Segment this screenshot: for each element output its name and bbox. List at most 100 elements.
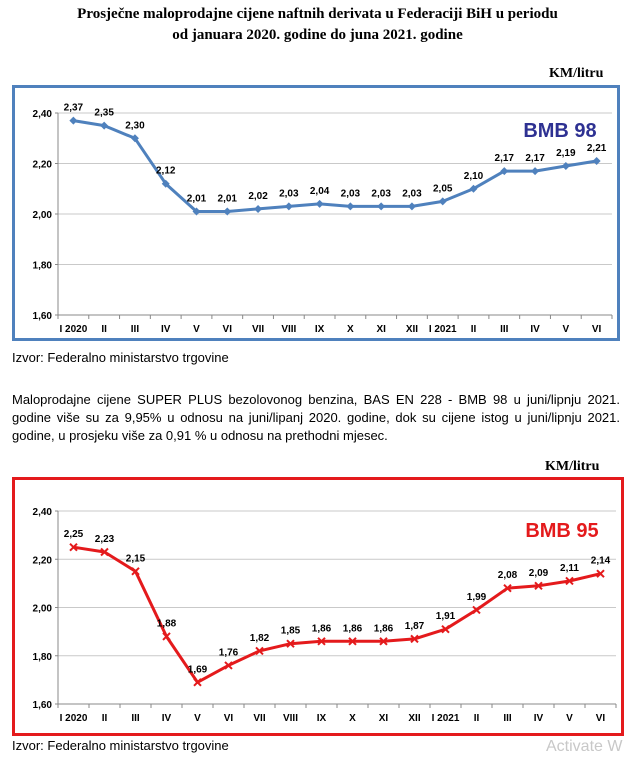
chart-bmb98: 1,60 1,80 2,00 2,20 2,40 I 2020 II III IV V VI VII V…: [12, 85, 620, 341]
chart1-unit-label: KM/litru: [549, 66, 604, 81]
chart1-ytick-label: 2,00: [33, 210, 53, 221]
chart1-xtick-label: VI: [223, 324, 233, 335]
chart2-frame: [12, 477, 624, 736]
chart1-data-point: [500, 167, 509, 176]
chart1-data-label: 2,04: [310, 186, 330, 197]
chart2-data-label: 1,69: [188, 664, 208, 675]
chart1-data-label: 2,35: [94, 108, 114, 119]
chart1-data-point: [315, 199, 324, 208]
chart2-data-point: [348, 637, 357, 646]
chart2-data-label: 2,08: [498, 570, 518, 581]
chart2-xtick-label: IV: [534, 713, 544, 724]
chart2-xtick-label: VI: [596, 713, 606, 724]
chart2-ytick-label: 2,20: [33, 555, 53, 566]
chart2-data-label: 2,11: [560, 563, 579, 574]
chart2-data-label: 1,86: [312, 623, 332, 634]
chart1-data-label: 2,17: [495, 153, 515, 164]
chart2-data-point: [565, 576, 574, 586]
chart1-data-label: 2,01: [187, 193, 207, 204]
chart1-xtick-label: X: [347, 324, 354, 335]
chart2-data-label: 2,09: [529, 568, 549, 579]
chart1-data-label: 2,03: [341, 188, 361, 199]
chart1-xtick-label: II: [101, 324, 107, 335]
chart1-ytick-label: 1,80: [33, 261, 53, 272]
chart1-data-point: [192, 207, 201, 216]
chart1-data-label: 2,03: [371, 188, 391, 199]
chart2-xtick-label: I 2021: [432, 713, 460, 724]
chart1-data-label: 2,21: [587, 143, 607, 154]
chart2-data-point: [255, 646, 264, 656]
chart1-data-label: 2,01: [218, 193, 238, 204]
chart2-data-label: 1,86: [374, 623, 394, 634]
chart1-xtick-label: V: [562, 324, 569, 335]
chart1-data-label: 2,05: [433, 183, 453, 194]
chart2-data-point: [596, 569, 605, 578]
chart2-data-point: [131, 567, 140, 576]
chart2-ytick-label: 2,40: [33, 507, 53, 518]
chart1-data-point: [407, 202, 416, 211]
title-line-2: od januara 2020. godine do juna 2021. go…: [172, 27, 463, 43]
chart2-data-label: 1,88: [157, 618, 177, 629]
chart1-xtick-label: VII: [252, 324, 264, 335]
chart1-data-point: [69, 116, 78, 125]
chart1-series-title: BMB 98: [523, 120, 596, 142]
chart1-data-point: [561, 162, 570, 171]
chart2-data-point: [286, 639, 295, 648]
chart1-data-label: 2,30: [125, 120, 145, 131]
chart2-data-point: [472, 605, 481, 615]
chart2-xtick-label: IV: [162, 713, 172, 724]
chart2-xtick-label: III: [131, 713, 140, 724]
chart2-data-label: 1,87: [405, 621, 425, 632]
chart1-data-point: [438, 197, 447, 206]
description-paragraph: Maloprodajne cijene SUPER PLUS bezolovon…: [12, 392, 620, 443]
chart1-data-label: 2,02: [248, 191, 268, 202]
chart1-data-point: [130, 134, 139, 143]
chart1-data-point: [592, 156, 601, 165]
chart2-xtick-label: I 2020: [60, 713, 88, 724]
chart1-xtick-label: VIII: [281, 324, 296, 335]
chart1-data-point: [377, 202, 386, 211]
chart-bmb95: 1,60 1,80 2,00 2,20 2,40 I 2020 II III IV V VI VII V…: [12, 477, 624, 736]
chart2-xtick-label: VIII: [283, 713, 298, 724]
chart2-xtick-label: II: [474, 713, 480, 724]
activation-watermark: Activate W: [546, 738, 623, 755]
chart1-xtick-label: IV: [530, 324, 540, 335]
chart2-data-point: [317, 637, 326, 646]
chart1-data-label: 2,19: [556, 148, 576, 159]
chart2-data-label: 1,91: [436, 611, 456, 622]
chart2-xtick-label: V: [566, 713, 573, 724]
chart2-series-title: BMB 95: [525, 520, 598, 542]
chart2-xtick-label: XI: [379, 713, 389, 724]
chart2-data-point: [69, 542, 78, 552]
chart2-data-label: 1,85: [281, 626, 301, 637]
chart1-xtick-label: III: [500, 324, 509, 335]
chart2-data-point: [379, 637, 388, 646]
chart1-xtick-label: XII: [406, 324, 418, 335]
chart2-xtick-label: VII: [253, 713, 265, 724]
chart-bmb95-svg: 1,601,802,002,202,40I 2020 II III IV V VI VII V…: [12, 477, 624, 736]
chart2-data-label: 2,14: [591, 556, 611, 567]
chart2-xtick-label: V: [194, 713, 201, 724]
chart-bmb98-svg: 1,601,802,002,202,40I 2020 II III IV V VI VII V…: [12, 85, 620, 341]
chart1-series-line: [73, 119, 597, 213]
chart2-data-label: 1,76: [219, 647, 239, 658]
chart2-data-point: [534, 581, 543, 590]
chart1-xtick-label: VI: [592, 324, 602, 335]
chart1-xtick-label: IV: [161, 324, 171, 335]
chart2-ytick-label: 1,80: [33, 652, 53, 663]
chart1-data-label: 2,10: [464, 171, 484, 182]
chart2-xtick-label: II: [102, 713, 108, 724]
chart2-source: Izvor: Federalno ministarstvo trgovine: [12, 738, 229, 753]
chart2-ytick-label: 1,60: [33, 700, 53, 711]
title-line-1: Prosječne maloprodajne cijene naftnih de…: [77, 6, 558, 22]
chart1-data-point: [161, 179, 170, 188]
chart1-xtick-label: II: [471, 324, 477, 335]
chart1-data-label: 2,37: [64, 103, 84, 114]
chart2-data-point: [503, 583, 512, 593]
chart1-ytick-label: 1,60: [33, 311, 53, 322]
chart1-data-label: 2,12: [156, 166, 176, 177]
chart2-xtick-label: III: [503, 713, 512, 724]
chart2-data-label: 1,99: [467, 592, 487, 603]
chart2-data-label: 1,82: [250, 633, 270, 644]
page-title: Prosječne maloprodajne cijene naftnih de…: [0, 4, 635, 46]
